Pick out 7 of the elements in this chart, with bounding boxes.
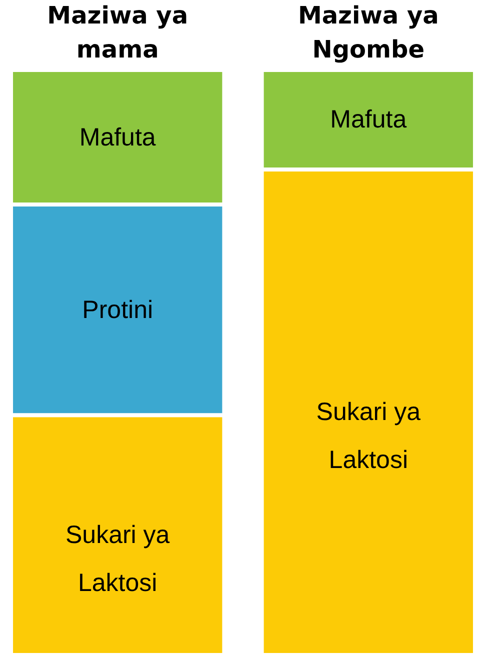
- text: Sukari ya Laktosi: [316, 398, 421, 474]
- x-tick-label: Maziwa ya Ngombe: [298, 2, 439, 64]
- x-tick-label: Maziwa ya mama: [47, 2, 188, 64]
- series-label: Protini: [82, 296, 154, 324]
- series-label: Sukari ya Laktosi: [65, 521, 170, 598]
- series-label: Mafuta: [330, 106, 407, 134]
- text: Mafuta: [79, 123, 156, 152]
